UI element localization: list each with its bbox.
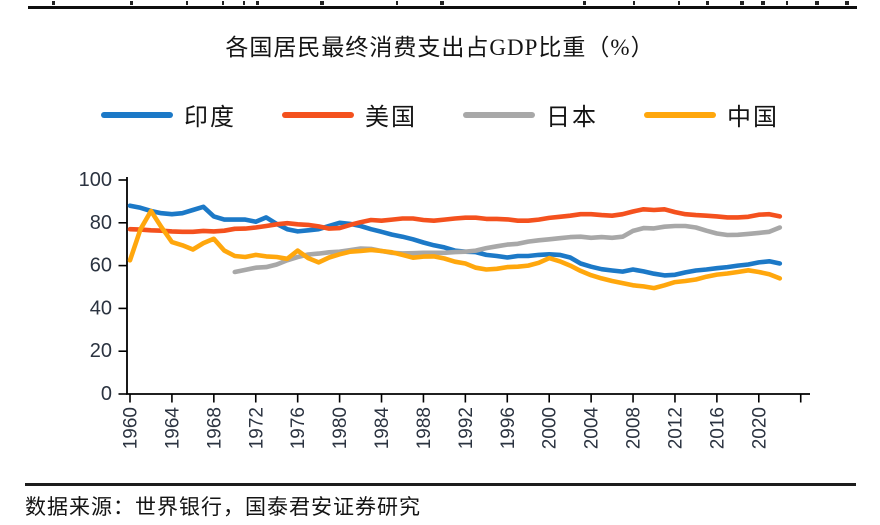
svg-text:1980: 1980 xyxy=(330,407,351,449)
svg-text:60: 60 xyxy=(90,255,112,277)
svg-text:1960: 1960 xyxy=(121,407,142,449)
legend-item-china: 中国 xyxy=(644,97,779,132)
japan-line-swatch xyxy=(463,111,535,118)
svg-text:2004: 2004 xyxy=(582,407,603,450)
svg-text:1988: 1988 xyxy=(414,407,435,449)
svg-text:1976: 1976 xyxy=(288,407,309,449)
india-line-swatch xyxy=(101,111,173,118)
legend-label: 日本 xyxy=(546,105,598,131)
data-source-note: 数据来源：世界银行，国泰君安证券研究 xyxy=(25,495,421,519)
svg-text:1964: 1964 xyxy=(162,407,183,450)
legend-label: 印度 xyxy=(184,105,236,131)
legend-label: 美国 xyxy=(365,105,417,131)
svg-text:20: 20 xyxy=(90,340,112,362)
china-line-swatch xyxy=(644,111,716,118)
svg-text:2016: 2016 xyxy=(707,407,728,449)
svg-text:1984: 1984 xyxy=(372,407,393,450)
svg-text:1992: 1992 xyxy=(456,407,477,449)
legend-item-india: 印度 xyxy=(101,97,236,132)
svg-text:1972: 1972 xyxy=(246,407,267,449)
svg-text:1968: 1968 xyxy=(204,407,225,449)
legend-item-usa: 美国 xyxy=(282,97,417,132)
usa-line-swatch xyxy=(282,111,354,118)
svg-text:2020: 2020 xyxy=(749,407,770,449)
bottom-divider xyxy=(25,483,856,486)
svg-text:0: 0 xyxy=(101,383,112,405)
svg-text:2000: 2000 xyxy=(540,407,561,449)
legend-item-japan: 日本 xyxy=(463,97,598,132)
chart-title: 各国居民最终消费支出占GDP比重（%） xyxy=(225,35,655,60)
svg-text:1996: 1996 xyxy=(498,407,519,449)
chart-legend: 印度 美国 日本 中国 xyxy=(0,97,880,132)
svg-text:40: 40 xyxy=(90,297,112,319)
legend-label: 中国 xyxy=(727,105,779,131)
top-divider xyxy=(28,6,857,9)
svg-text:2008: 2008 xyxy=(624,407,645,449)
svg-text:100: 100 xyxy=(79,169,112,191)
svg-text:80: 80 xyxy=(90,212,112,234)
svg-text:2012: 2012 xyxy=(665,407,686,449)
